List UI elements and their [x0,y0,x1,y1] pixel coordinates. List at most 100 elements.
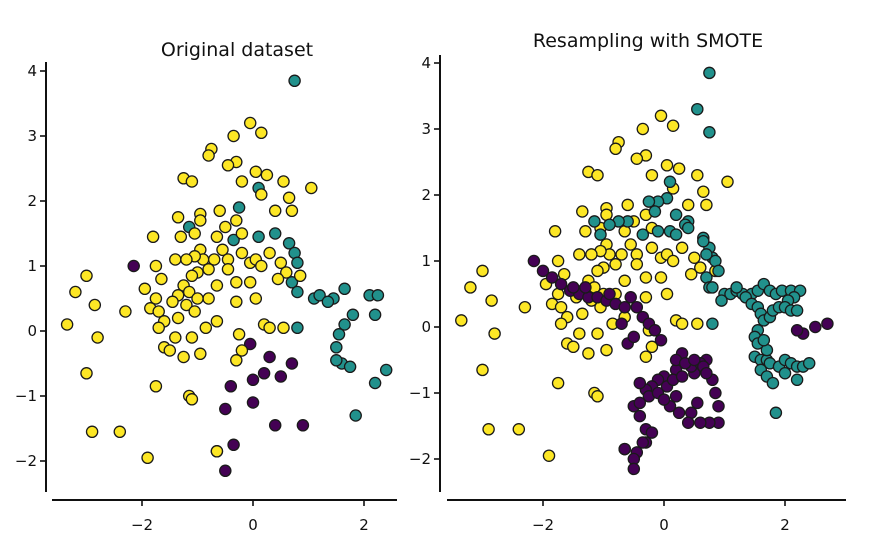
scatter-point [166,295,179,309]
x-tick-label: −2 [532,516,554,534]
scatter-point [591,327,604,340]
scatter-point [518,300,532,314]
scatter-point [618,300,631,314]
scatter-point [127,259,140,273]
scatter-point [579,225,592,238]
scatter-point [482,423,495,436]
scatter-point [255,259,268,273]
scatter-point [694,416,707,429]
scatter-point [235,227,249,240]
scatter-point [654,333,668,347]
x-tick-label: 0 [248,516,258,534]
y-tick-label: 4 [421,54,431,72]
scatter-point [545,271,559,284]
scatter-point [703,66,716,80]
scatter-point [630,300,644,314]
scatter-point [371,289,385,302]
scatter-point [576,307,589,321]
scatter-point [221,263,235,276]
scatter-point [80,269,93,283]
scatter-point [260,168,274,182]
scatter-point [588,215,601,228]
scatter-point [230,354,243,367]
scatter-point [210,230,224,244]
scatter-point [654,109,668,123]
scatter-point [249,292,263,305]
scatter-point [691,102,704,116]
scatter-point [219,402,232,416]
scatter-point [202,149,215,162]
scatter-point [210,315,224,328]
scatter-points [60,74,393,478]
scatter-point [624,291,637,304]
scatter-point [213,204,226,218]
scatter-point [235,246,249,260]
scatter-point [669,390,683,403]
scatter-point [633,376,647,390]
scatter-point [691,396,704,410]
scatter-point [85,425,99,439]
scatter-point [174,230,188,244]
scatter-point [573,327,586,340]
scatter-point [694,261,707,274]
scatter-point [146,230,160,244]
scatter-point [349,409,362,422]
scatter-point [464,281,477,294]
scatter-point [621,198,634,212]
scatter-point [639,291,653,304]
scatter-point [615,248,628,261]
scatter-point [573,248,586,261]
scatter-point [224,380,238,393]
scatter-point [185,175,199,188]
scatter-point [645,168,659,182]
scatter-point [263,350,276,364]
scatter-point [243,116,257,130]
y-tick-label: 2 [27,192,37,210]
scatter-point [554,277,568,291]
scatter-point [548,225,562,238]
scatter-point [585,248,598,261]
scatter-point [141,451,154,465]
scatter-point [330,341,343,354]
scatter-point [171,211,185,224]
scatter-point [182,285,196,299]
scatter-point [790,304,804,317]
scatter-point [669,208,683,222]
scatter-point [657,393,671,406]
scatter-point [346,308,360,322]
scatter-point [645,241,659,255]
scatter-point [199,321,213,335]
scatter-point [648,324,662,337]
scatter-point [155,272,168,286]
scatter-point [603,287,616,301]
scatter-point [512,423,526,436]
scatter-point [636,228,650,241]
scatter-point [138,282,152,296]
scatter-point [706,317,719,330]
scatter-point [645,340,659,354]
y-tick-label: 2 [421,186,431,204]
scatter-point [627,330,641,344]
scatter-point [700,366,713,380]
scatter-point [706,281,719,294]
scatter-point [227,233,240,247]
scatter-point [274,370,288,383]
scatter-point [180,253,193,266]
scatter-point [210,279,224,292]
scatter-point [591,390,604,403]
scatter-point [697,185,710,198]
scatter-point [790,373,804,387]
scatter-point [688,353,701,367]
y-tick-label: 3 [27,127,37,145]
scatter-point [88,298,102,312]
scatter-point [778,366,792,380]
scatter-point [688,251,701,264]
y-tick-label: −2 [15,452,37,470]
scatter-point [684,267,698,281]
scatter-point [207,253,221,266]
y-tick-label: −1 [409,384,431,402]
scatter-point [675,370,689,383]
scatter-point [691,317,704,330]
scatter-point [594,228,607,241]
